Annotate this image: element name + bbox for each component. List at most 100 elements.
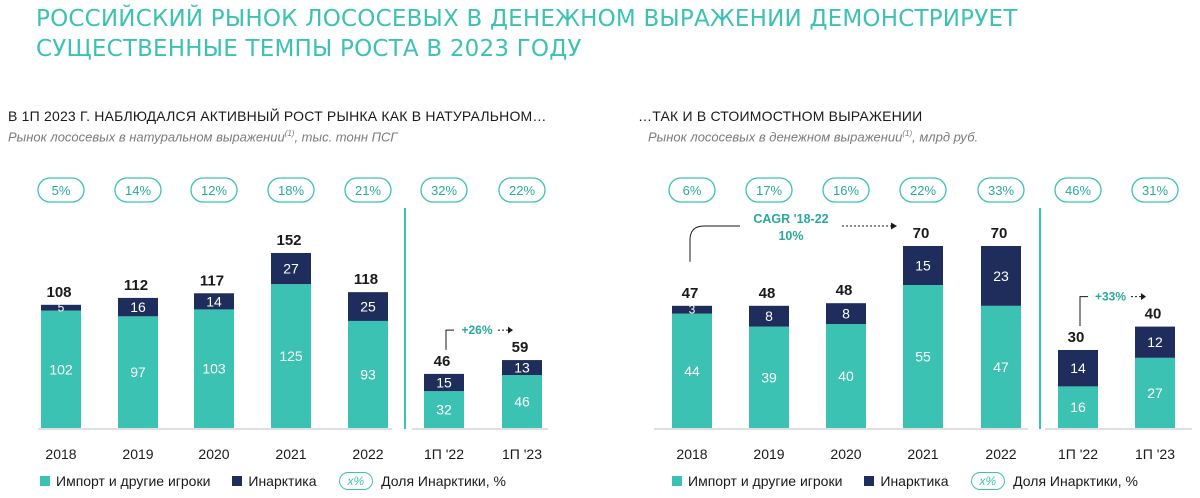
left-bar-inarktika-0	[41, 304, 81, 311]
right-bar-inarktika-0	[672, 305, 712, 314]
left-label-import-2: 103	[202, 361, 226, 377]
right-tick-label-4: 2022	[985, 446, 1016, 462]
right-label-inarktika-5: 14	[1070, 360, 1086, 376]
left-label-import-6: 46	[514, 394, 530, 410]
right-legend: Импорт и другие игроки Инарктика x% Доля …	[672, 472, 1160, 490]
right-bar-inarktika-2	[826, 303, 866, 324]
left-tick-label-5: 1П '22	[424, 446, 464, 462]
left-share-pill-0	[37, 177, 85, 203]
legend-swatch-inarktika-right	[864, 476, 875, 486]
left-bar-import-6	[502, 375, 542, 428]
left-caption-text: Рынок лососевых в натуральном выражении	[8, 129, 285, 145]
left-bar-import-2	[194, 309, 234, 428]
left-bar-inarktika-2	[194, 293, 234, 310]
right-share-label-2: 16%	[833, 183, 859, 198]
left-chart-caption: Рынок лососевых в натуральном выражении(…	[8, 129, 398, 144]
right-share-pill-2	[822, 177, 870, 203]
left-label-import-0: 102	[49, 361, 73, 377]
right-tick-label-1: 2019	[753, 446, 784, 462]
left-label-import-3: 125	[279, 348, 303, 364]
right-bar-import-5	[1058, 386, 1098, 428]
right-total-label-1: 48	[759, 285, 776, 302]
right-label-import-6: 27	[1147, 385, 1163, 401]
left-growth-connector	[445, 329, 454, 350]
legend-item-import: Импорт и другие игроки	[40, 473, 210, 489]
right-bar-import-0	[672, 313, 712, 428]
left-share-label-4: 21%	[355, 183, 381, 198]
cagr-connector	[689, 225, 740, 262]
left-total-label-3: 152	[276, 232, 301, 249]
left-share-label-3: 18%	[278, 183, 304, 198]
left-share-label-1: 14%	[125, 183, 151, 198]
right-label-inarktika-3: 15	[915, 258, 931, 274]
left-share-label-2: 12%	[201, 183, 227, 198]
cagr-label-value: 10%	[778, 229, 803, 243]
legend-swatch-inarktika	[232, 476, 243, 486]
right-label-inarktika-4: 23	[993, 268, 1009, 284]
left-label-inarktika-2: 14	[206, 293, 222, 309]
right-growth-arrow-head	[1141, 293, 1146, 301]
left-total-label-5: 46	[434, 353, 451, 370]
legend-item-share: x% Доля Инарктики, %	[338, 472, 506, 490]
legend-item-inarktika: Инарктика	[232, 473, 317, 489]
legend-share-pill: x%	[338, 472, 374, 490]
left-total-label-1: 112	[124, 277, 148, 294]
legend-item-inarktika-right: Инарктика	[864, 473, 949, 489]
legend-import-label-right: Импорт и другие игроки	[688, 473, 843, 489]
right-bar-import-1	[749, 326, 789, 428]
right-growth-connector	[1079, 296, 1088, 326]
left-tick-label-4: 2022	[352, 446, 383, 462]
left-caption-sup: (1)	[284, 129, 295, 138]
left-label-inarktika-1: 16	[130, 299, 146, 315]
right-label-import-5: 16	[1070, 399, 1086, 415]
right-share-label-3: 22%	[910, 183, 936, 198]
right-caption-sup: (1)	[902, 129, 913, 138]
left-total-label-4: 118	[354, 271, 378, 288]
legend-inarktika-label-right: Инарктика	[880, 473, 949, 489]
right-bar-inarktika-6	[1135, 326, 1175, 358]
right-tick-label-5: 1П '22	[1058, 446, 1098, 462]
right-label-import-0: 44	[684, 363, 700, 379]
right-bar-inarktika-4	[981, 246, 1021, 306]
right-growth-label: +33%	[1095, 290, 1126, 304]
right-label-inarktika-6: 12	[1147, 334, 1163, 350]
left-bar-import-4	[348, 320, 388, 428]
page-title-line-2: СУЩЕСТВЕННЫЕ ТЕМПЫ РОСТА В 2023 ГОДУ	[36, 36, 582, 62]
left-share-pill-1	[114, 177, 162, 203]
right-bar-inarktika-1	[749, 305, 789, 327]
left-bar-import-1	[118, 316, 158, 428]
left-share-label-5: 32%	[431, 183, 457, 198]
right-share-label-1: 17%	[756, 183, 782, 198]
right-bar-import-4	[981, 305, 1021, 428]
left-bar-import-3	[271, 284, 311, 428]
left-bar-inarktika-6	[502, 360, 542, 376]
page-title-line-1: РОССИЙСКИЙ РЫНОК ЛОСОСЕВЫХ В ДЕНЕЖНОМ ВЫ…	[36, 6, 1018, 32]
right-bar-import-2	[826, 324, 866, 428]
left-growth-arrow-head	[508, 326, 513, 334]
left-label-inarktika-3: 27	[283, 261, 299, 277]
cagr-label-period: CAGR '18-22	[753, 212, 828, 226]
right-label-import-3: 55	[915, 349, 931, 365]
right-share-label-4: 33%	[988, 183, 1014, 198]
right-share-label-6: 31%	[1142, 183, 1168, 198]
legend-item-import-right: Импорт и другие игроки	[672, 473, 842, 489]
right-total-label-4: 70	[991, 225, 1008, 242]
left-caption-unit: , тыс. тонн ПСГ	[294, 129, 398, 145]
right-tick-label-2: 2020	[830, 446, 861, 462]
left-label-inarktika-0: 5	[58, 301, 65, 315]
legend-share-pill-right: x%	[970, 472, 1006, 490]
right-total-label-0: 47	[682, 285, 699, 302]
cagr-arrow-head	[891, 222, 897, 230]
legend-swatch-import	[40, 476, 50, 486]
legend-item-share-right: x% Доля Инарктики, %	[970, 472, 1138, 490]
right-share-pill-0	[668, 177, 716, 203]
right-chart-caption: Рынок лососевых в денежном выражении(1),…	[648, 129, 978, 144]
right-bar-import-3	[903, 285, 943, 428]
right-share-label-5: 46%	[1065, 183, 1091, 198]
right-label-inarktika-1: 8	[765, 308, 773, 324]
right-label-inarktika-0: 3	[689, 303, 696, 317]
left-total-label-2: 117	[200, 272, 224, 289]
right-share-pill-3	[899, 177, 947, 203]
right-share-pill-5	[1054, 177, 1102, 203]
